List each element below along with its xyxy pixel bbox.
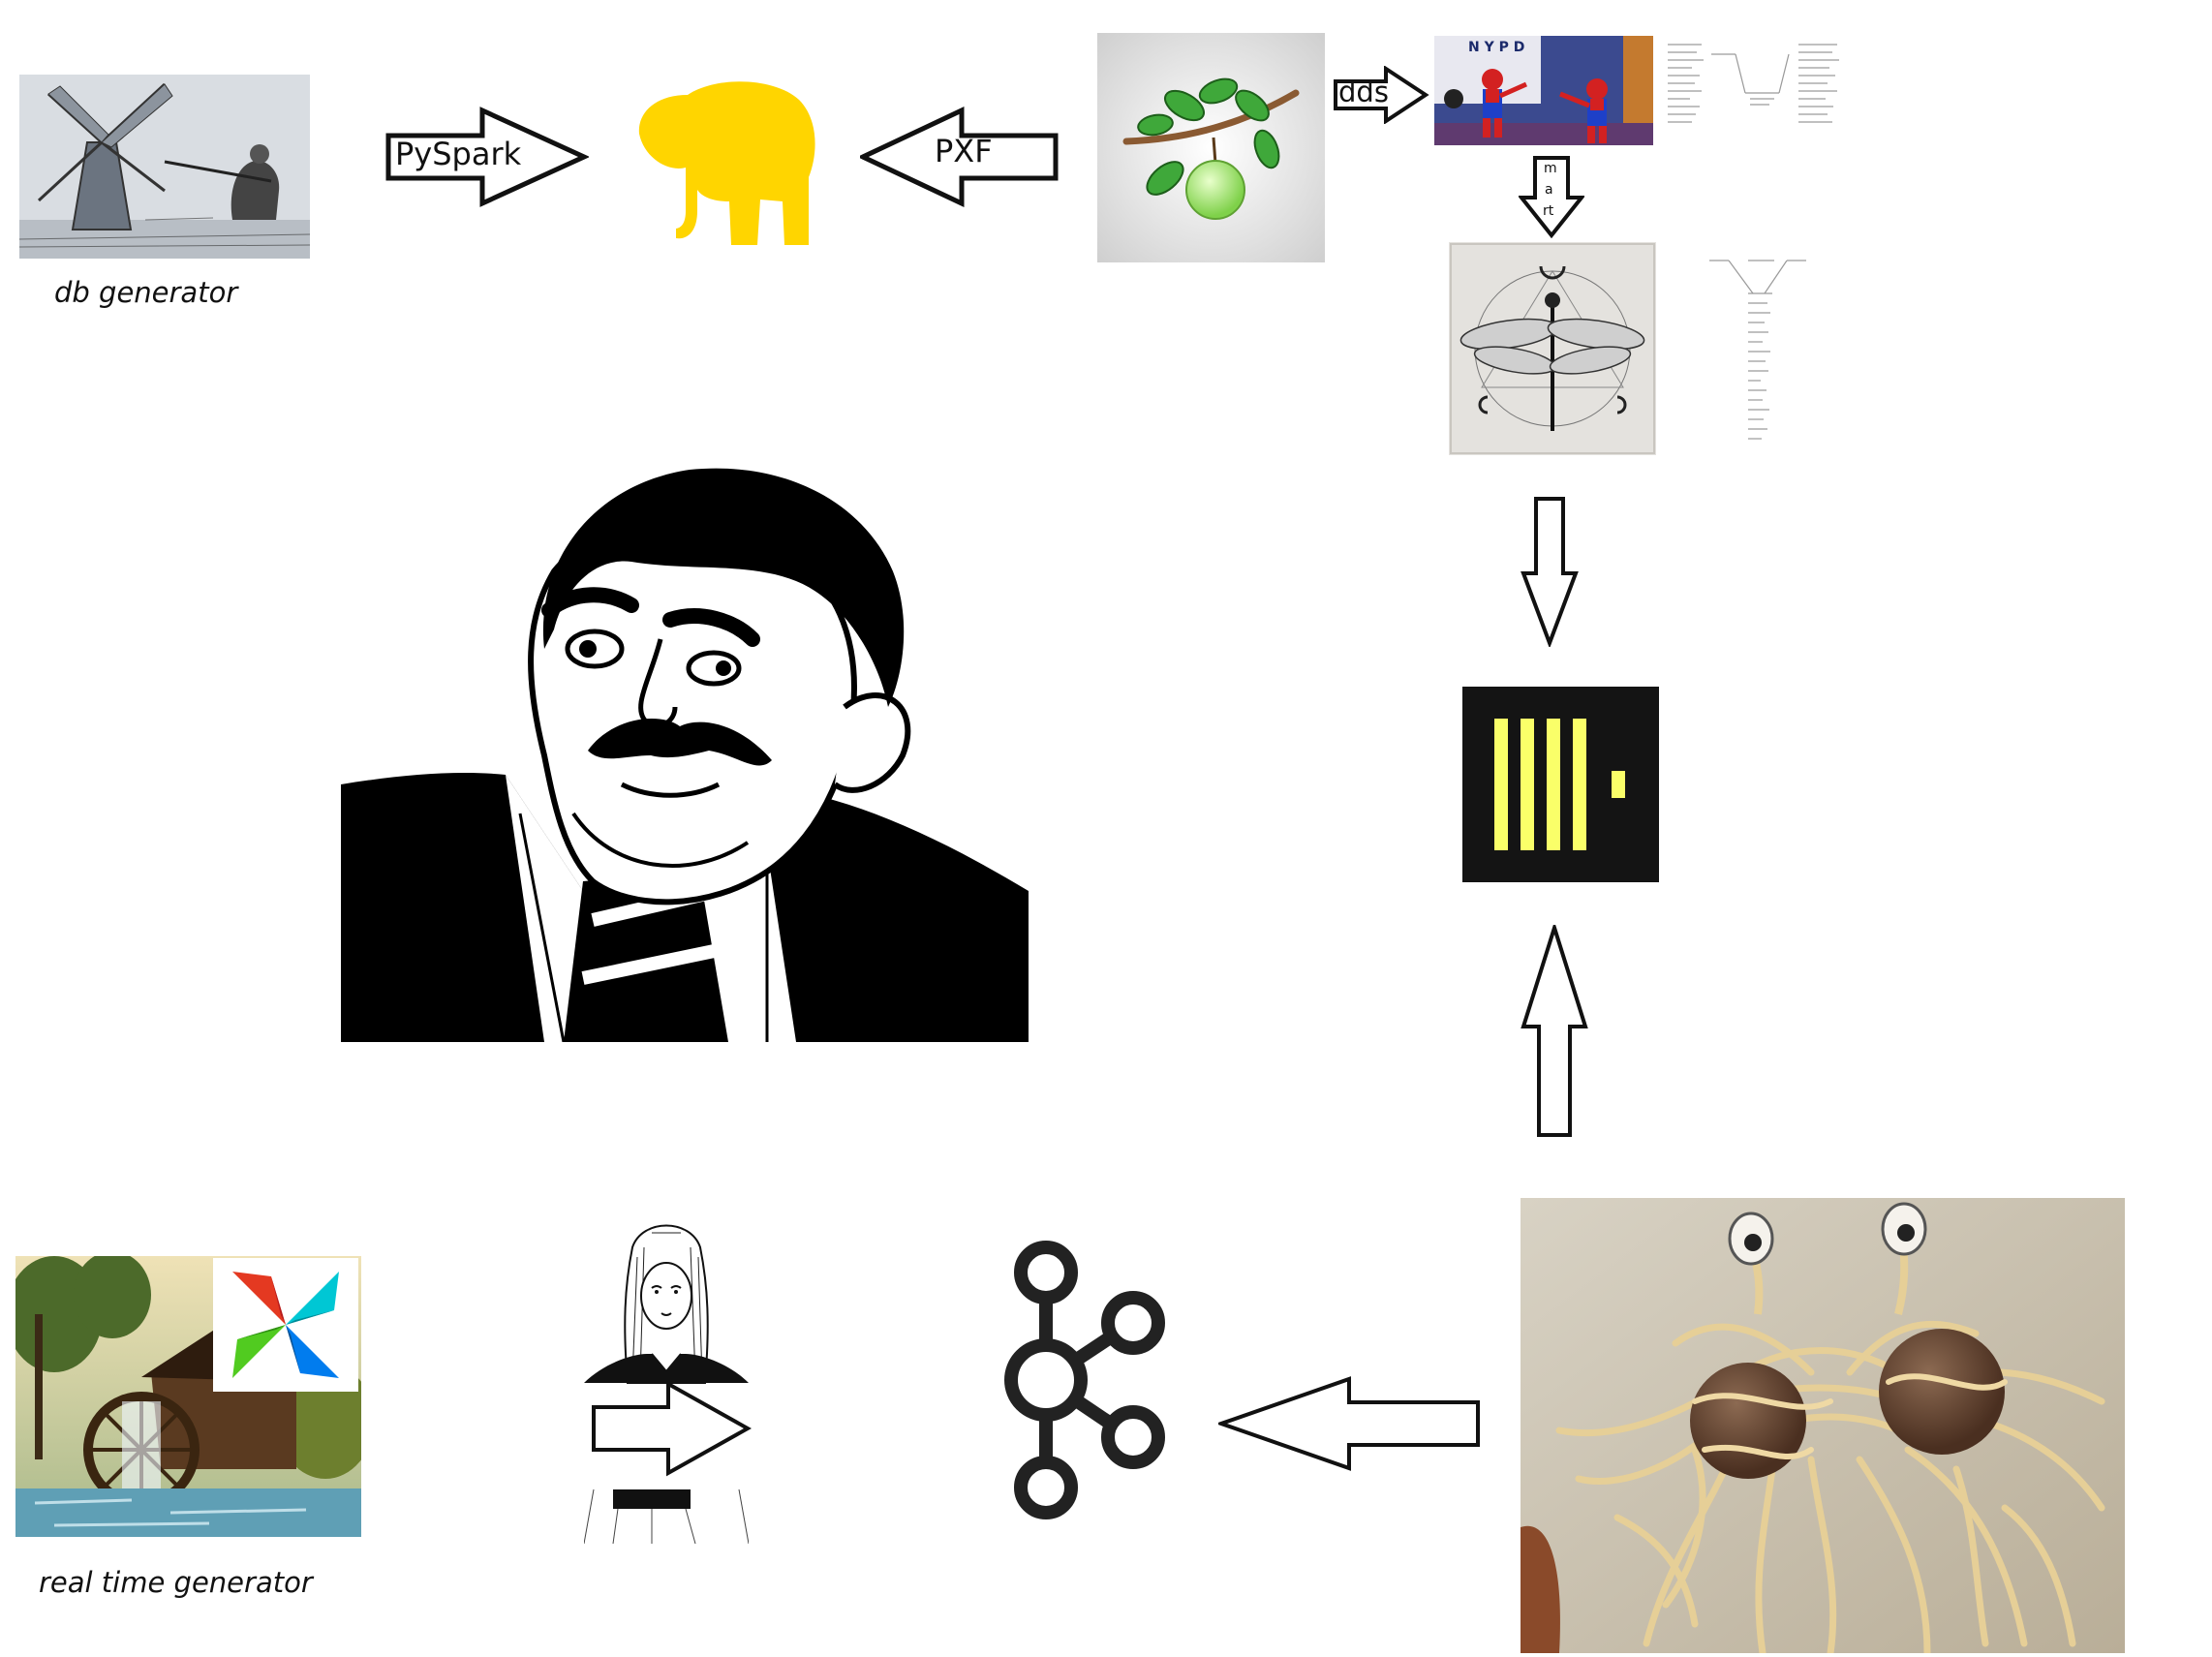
windmill-image [18,75,311,259]
dds-arrow [1333,65,1429,125]
spaghetti-monster-image [1521,1198,2125,1657]
dragonfly-image [1449,242,1656,455]
db-generator-label: db generator [54,276,238,309]
spaghetti-to-kafka-arrow [1214,1375,1482,1472]
real-time-generator-label: real time generator [39,1566,313,1599]
pxf-arrow [857,107,1059,208]
mart-arrow [1517,155,1586,239]
clickhouse-logo-icon [1462,687,1659,882]
schema-sketch-mart [1705,255,1811,445]
girl-sketch-image [583,1218,750,1545]
meme-face-image [341,465,1029,1043]
down-arrow-to-clickhouse [1521,496,1579,649]
kafka-logo-icon [996,1240,1170,1520]
watermill-airflow-image [6,1251,374,1537]
mart-arrow-label-m: m [1544,161,1557,176]
mart-arrow-label-a: a [1545,182,1553,198]
up-arrow-to-clickhouse [1521,921,1588,1138]
pyspark-arrow-label: PySpark [395,136,522,172]
apple-branch-image [1097,33,1325,262]
spiderman-meme-image: N Y P D [1434,36,1653,145]
dds-arrow-label: dds [1338,76,1389,108]
svg-text:N Y P D: N Y P D [1468,40,1524,55]
elephant-icon [630,76,823,252]
girl-to-kafka-arrow [591,1380,753,1477]
pyspark-arrow [385,107,591,208]
mart-arrow-label-rt: rt [1543,203,1554,219]
pxf-arrow-label: PXF [935,133,993,169]
schema-sketch-top [1663,35,1847,136]
